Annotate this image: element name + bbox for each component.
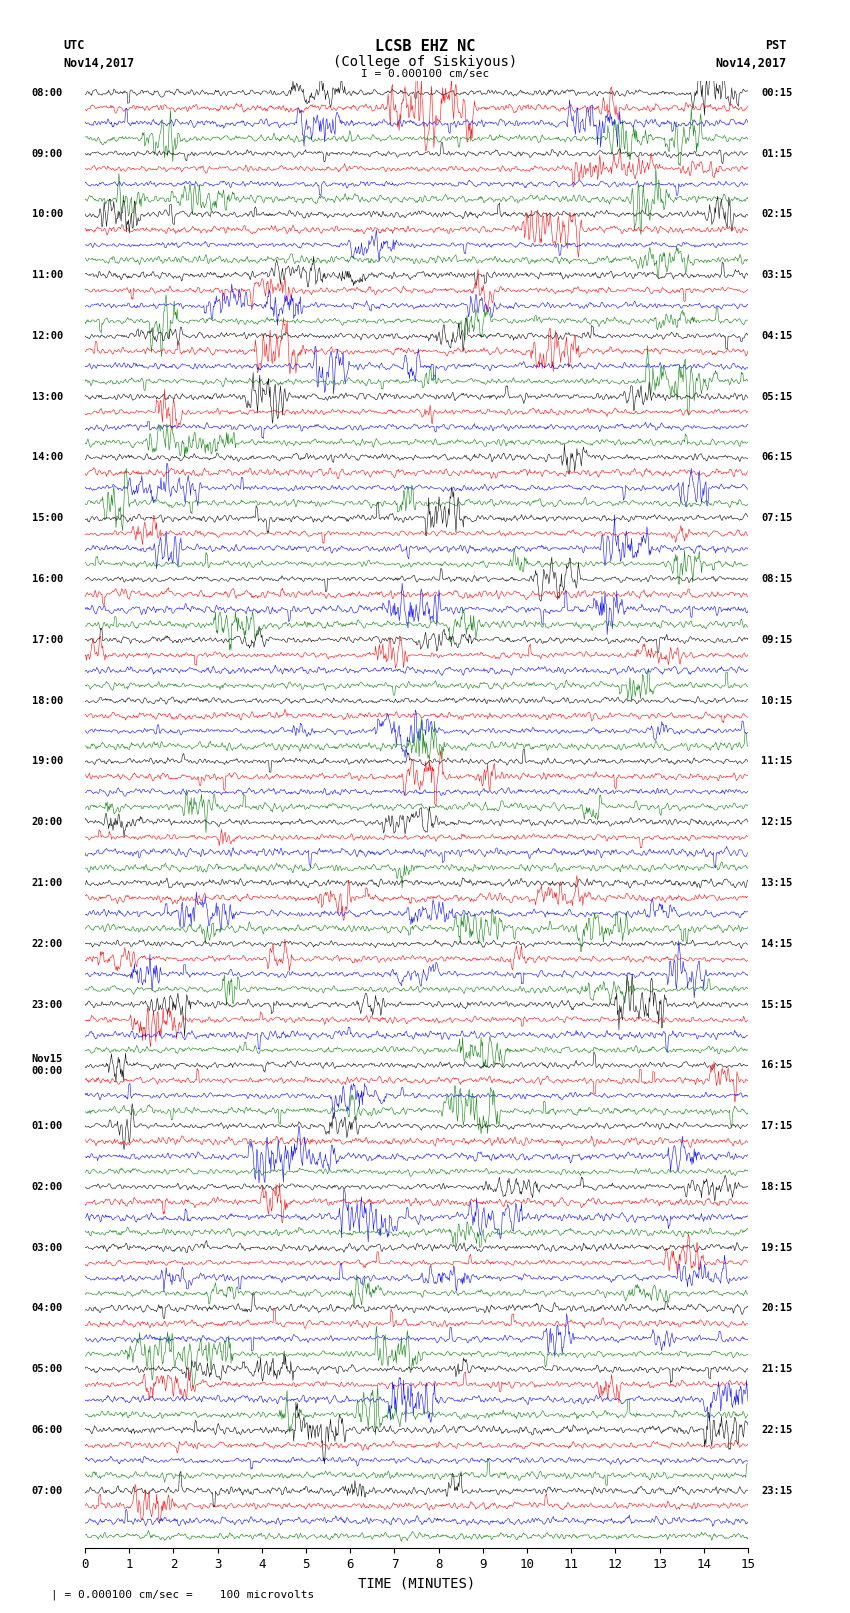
Text: 05:00: 05:00: [31, 1365, 63, 1374]
Text: 11:00: 11:00: [31, 269, 63, 281]
Text: 06:15: 06:15: [762, 453, 792, 463]
Text: 10:00: 10:00: [31, 210, 63, 219]
Text: 22:15: 22:15: [762, 1424, 792, 1436]
Text: PST
Nov14,2017: PST Nov14,2017: [715, 39, 786, 69]
Text: 14:15: 14:15: [762, 939, 792, 948]
Text: 07:00: 07:00: [31, 1486, 63, 1495]
Text: 22:00: 22:00: [31, 939, 63, 948]
Text: 17:00: 17:00: [31, 636, 63, 645]
Text: 20:15: 20:15: [762, 1303, 792, 1313]
Text: 11:15: 11:15: [762, 756, 792, 766]
Text: 01:00: 01:00: [31, 1121, 63, 1131]
Text: 21:00: 21:00: [31, 877, 63, 887]
Text: 02:15: 02:15: [762, 210, 792, 219]
Text: 18:15: 18:15: [762, 1182, 792, 1192]
Text: I = 0.000100 cm/sec: I = 0.000100 cm/sec: [361, 69, 489, 79]
Text: 16:15: 16:15: [762, 1060, 792, 1071]
Text: LCSB EHZ NC: LCSB EHZ NC: [375, 39, 475, 53]
Text: 00:15: 00:15: [762, 87, 792, 98]
Text: 16:00: 16:00: [31, 574, 63, 584]
Text: 03:15: 03:15: [762, 269, 792, 281]
X-axis label: TIME (MINUTES): TIME (MINUTES): [358, 1578, 475, 1590]
Text: 09:15: 09:15: [762, 636, 792, 645]
Text: 14:00: 14:00: [31, 453, 63, 463]
Text: 09:00: 09:00: [31, 148, 63, 158]
Text: 02:00: 02:00: [31, 1182, 63, 1192]
Text: 23:15: 23:15: [762, 1486, 792, 1495]
Text: UTC
Nov14,2017: UTC Nov14,2017: [64, 39, 135, 69]
Text: 15:00: 15:00: [31, 513, 63, 523]
Text: 03:00: 03:00: [31, 1242, 63, 1253]
Text: (College of Siskiyous): (College of Siskiyous): [333, 55, 517, 69]
Text: 05:15: 05:15: [762, 392, 792, 402]
Text: 08:15: 08:15: [762, 574, 792, 584]
Text: 20:00: 20:00: [31, 818, 63, 827]
Text: 19:00: 19:00: [31, 756, 63, 766]
Text: 06:00: 06:00: [31, 1424, 63, 1436]
Text: 10:15: 10:15: [762, 695, 792, 705]
Text: 21:15: 21:15: [762, 1365, 792, 1374]
Text: 04:15: 04:15: [762, 331, 792, 340]
Text: | = 0.000100 cm/sec =    100 microvolts: | = 0.000100 cm/sec = 100 microvolts: [51, 1589, 314, 1600]
Text: 12:00: 12:00: [31, 331, 63, 340]
Text: 08:00: 08:00: [31, 87, 63, 98]
Text: 07:15: 07:15: [762, 513, 792, 523]
Text: 23:00: 23:00: [31, 1000, 63, 1010]
Text: 13:15: 13:15: [762, 877, 792, 887]
Text: Nov15
00:00: Nov15 00:00: [31, 1055, 63, 1076]
Text: 01:15: 01:15: [762, 148, 792, 158]
Text: 18:00: 18:00: [31, 695, 63, 705]
Text: 15:15: 15:15: [762, 1000, 792, 1010]
Text: 04:00: 04:00: [31, 1303, 63, 1313]
Text: 17:15: 17:15: [762, 1121, 792, 1131]
Text: 19:15: 19:15: [762, 1242, 792, 1253]
Text: 13:00: 13:00: [31, 392, 63, 402]
Text: 12:15: 12:15: [762, 818, 792, 827]
